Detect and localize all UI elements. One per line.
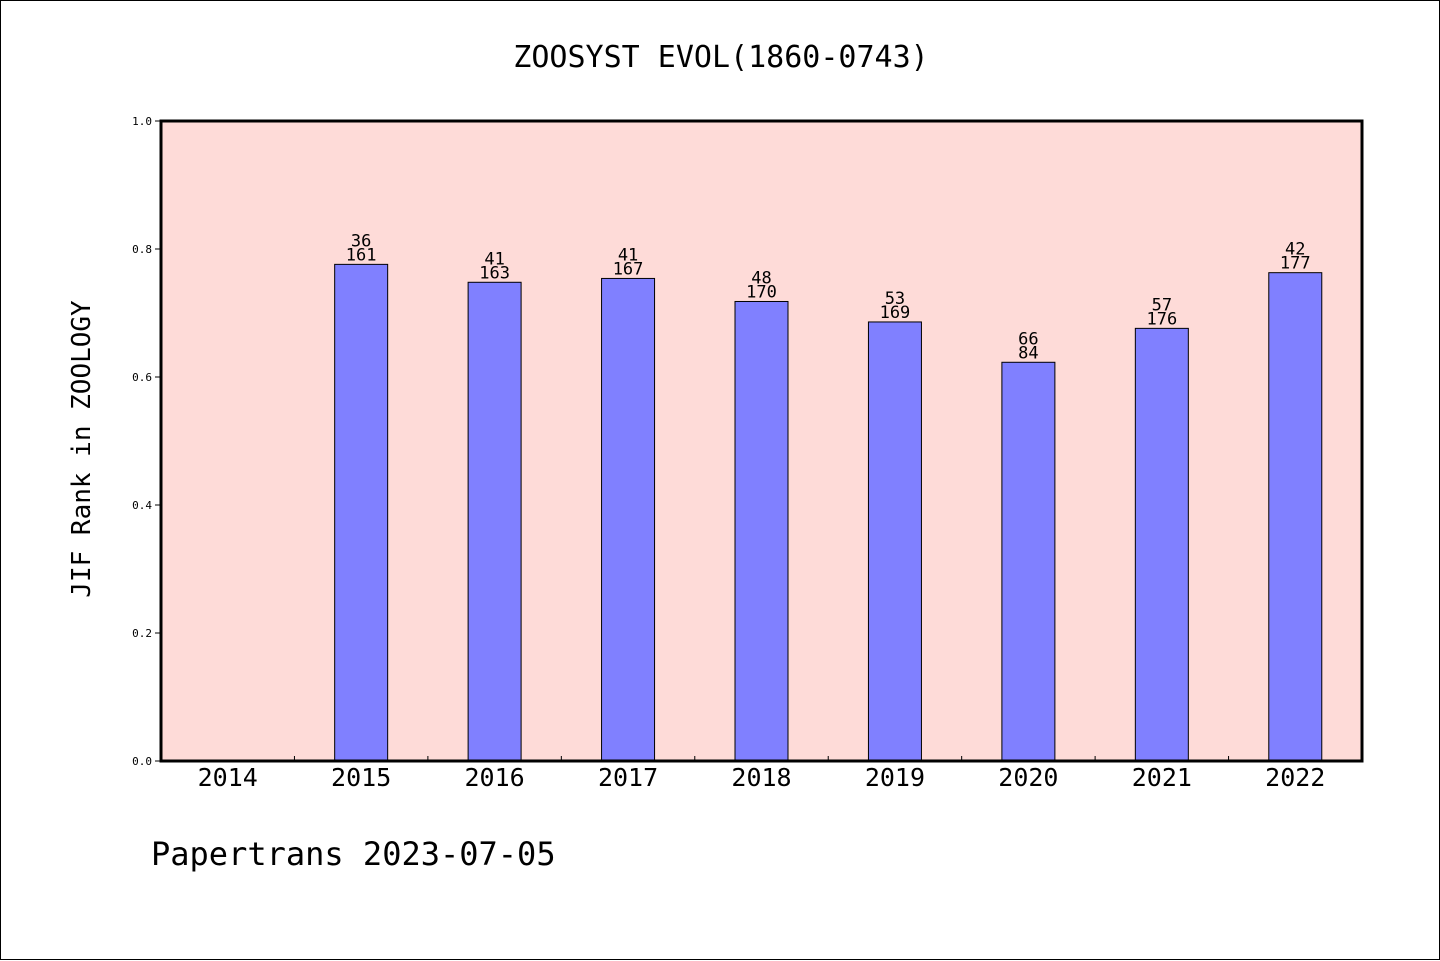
y-tick-label-0.6: 0.6 <box>132 371 152 384</box>
bar-total-label-2016: 163 <box>479 263 510 283</box>
chart-title: ZOOSYST EVOL(1860-0743) <box>513 40 928 75</box>
bar-2022 <box>1268 272 1323 762</box>
bar-2020 <box>1001 361 1056 762</box>
bar-total-label-2022: 177 <box>1280 254 1311 274</box>
y-axis-ticks: 0.0 0.2 0.4 0.6 0.8 1.0 <box>132 115 161 768</box>
bar-2017 <box>601 277 656 762</box>
y-tick-label-0.0: 0.0 <box>132 755 152 768</box>
y-tick-label-0.4: 0.4 <box>132 499 152 512</box>
x-tick-label-2019: 2019 <box>865 763 925 792</box>
y-tick-label-1.0: 1.0 <box>132 115 152 128</box>
bar-total-label-2018: 170 <box>746 282 777 302</box>
x-tick-label-2016: 2016 <box>465 763 525 792</box>
bar-rank-label-2018: 48 <box>751 268 771 288</box>
bar-rank-label-2016: 41 <box>484 249 504 269</box>
bars <box>334 263 1323 762</box>
bar-2015 <box>334 263 389 762</box>
bar-rank-label-2017: 41 <box>618 245 638 265</box>
bar-total-label-2017: 167 <box>613 259 644 279</box>
bar-total-label-2020: 84 <box>1018 343 1038 363</box>
y-tick-label-0.2: 0.2 <box>132 627 152 640</box>
x-tick-label-2021: 2021 <box>1132 763 1192 792</box>
x-tick-label-2015: 2015 <box>331 763 391 792</box>
y-tick-label-0.8: 0.8 <box>132 243 152 256</box>
bar-total-label-2021: 176 <box>1146 309 1177 329</box>
bar-2016 <box>467 281 522 762</box>
x-tick-label-2018: 2018 <box>731 763 791 792</box>
bar-2018 <box>734 300 789 762</box>
bar-rank-label-2020: 66 <box>1018 329 1038 349</box>
bar-rank-label-2015: 36 <box>351 231 371 251</box>
bar-total-label-2019: 169 <box>880 303 911 323</box>
x-axis-ticks: 2014 2015 2016 2017 2018 2019 2020 2021 2022 <box>198 756 1325 792</box>
x-tick-label-2017: 2017 <box>598 763 658 792</box>
bar-rank-label-2022: 42 <box>1285 240 1305 260</box>
x-tick-label-2022: 2022 <box>1265 763 1325 792</box>
bar-rank-label-2021: 57 <box>1152 295 1172 315</box>
bar-rank-label-2019: 53 <box>885 289 905 309</box>
y-axis-label: JIF Rank in ZOOLOGY <box>67 300 97 598</box>
footer-credit: Papertrans 2023-07-05 <box>151 835 556 873</box>
plot-border <box>159 119 1364 763</box>
x-tick-label-2020: 2020 <box>998 763 1058 792</box>
bar-2021 <box>1134 327 1189 762</box>
bar-total-label-2015: 161 <box>346 245 377 265</box>
x-tick-label-2014: 2014 <box>198 763 258 792</box>
bar-2019 <box>867 321 922 762</box>
